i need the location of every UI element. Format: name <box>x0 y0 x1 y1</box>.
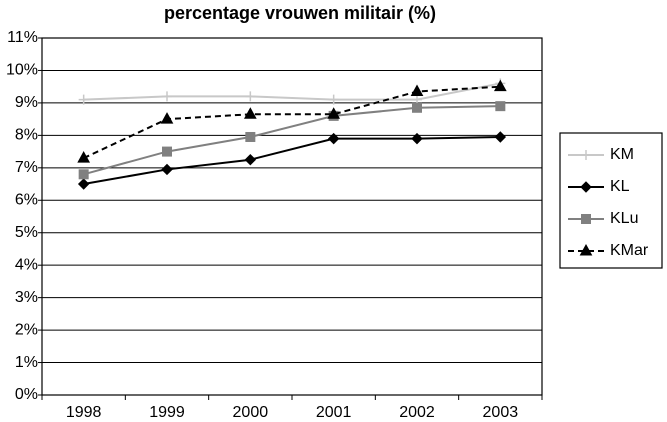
y-tick-label: 3% <box>15 289 38 306</box>
y-tick-label: 1% <box>15 354 38 371</box>
x-tick-label: 1999 <box>149 404 185 421</box>
legend-label: KMar <box>610 242 649 259</box>
x-tick-label: 2003 <box>483 404 519 421</box>
marker <box>411 132 423 145</box>
y-tick-label: 2% <box>15 321 38 338</box>
legend-marker <box>579 243 593 256</box>
marker <box>245 131 256 142</box>
y-tick-label: 7% <box>15 159 38 176</box>
y-tick-label: 8% <box>15 127 38 144</box>
x-tick-label: 2001 <box>316 404 352 421</box>
marker <box>78 94 89 105</box>
marker <box>244 153 257 166</box>
y-tick-label: 4% <box>15 256 38 273</box>
marker <box>328 94 339 105</box>
x-tick-label: 1998 <box>66 404 102 421</box>
y-tick-label: 9% <box>15 94 38 111</box>
marker <box>410 84 424 97</box>
series-line <box>83 105 501 176</box>
marker <box>77 178 90 190</box>
marker <box>493 79 507 92</box>
legend-label: KL <box>610 178 630 195</box>
marker <box>160 112 174 124</box>
marker <box>78 169 89 180</box>
marker <box>327 132 340 145</box>
legend-marker <box>580 181 592 193</box>
series-line <box>83 82 501 101</box>
legend-marker <box>581 150 591 160</box>
chart-title: percentage vrouwen militair (%) <box>164 3 436 23</box>
plot-border <box>41 37 543 396</box>
marker <box>245 91 256 102</box>
marker <box>77 151 91 163</box>
y-tick-label: 10% <box>6 62 38 79</box>
marker <box>327 107 341 119</box>
legend-label: KM <box>610 146 634 163</box>
y-tick-label: 6% <box>15 191 38 208</box>
series-line <box>83 135 501 186</box>
y-tick-label: 0% <box>15 386 38 403</box>
x-tick-label: 2000 <box>233 404 269 421</box>
marker <box>495 101 506 112</box>
x-tick-label: 2002 <box>399 404 435 421</box>
y-tick-label: 5% <box>15 224 38 241</box>
marker <box>243 107 257 119</box>
marker <box>161 163 173 176</box>
marker <box>162 146 172 157</box>
marker <box>162 91 172 102</box>
marker <box>412 102 422 113</box>
marker <box>494 131 507 143</box>
legend-label: KLu <box>610 210 638 227</box>
y-tick-label: 11% <box>7 29 38 46</box>
legend-marker <box>581 214 591 224</box>
